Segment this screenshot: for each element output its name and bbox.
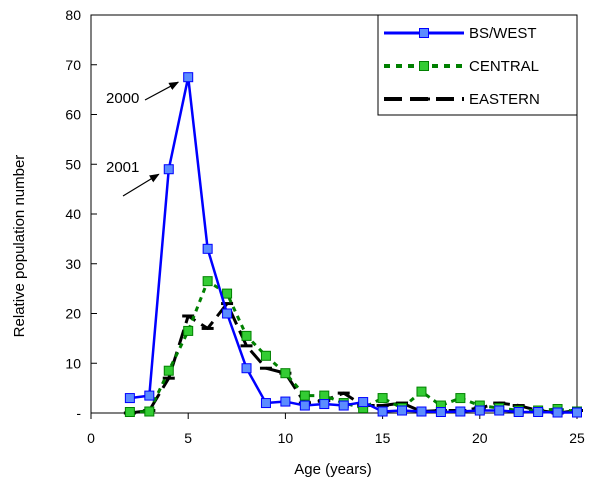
data-point [201,326,214,330]
y-tick-label: - [76,405,81,421]
y-tick-label: 10 [65,355,81,371]
legend: BS/WEST CENTRAL EASTERN [377,14,578,116]
legend-label: BS/WEST [469,25,537,42]
legend-marker [418,97,430,101]
x-axis-title: Age (years) [294,461,372,478]
data-point [397,405,408,416]
data-point [533,407,544,418]
data-point [338,400,349,411]
series-line [129,279,578,414]
annotation-arrow [122,173,160,197]
data-point [162,376,175,380]
data-point [222,288,233,299]
legend-item-central: CENTRAL [384,58,539,75]
y-tick-label: 20 [65,306,81,322]
data-point [358,397,369,408]
data-point [183,325,194,336]
data-point [260,398,271,409]
data-point [416,386,427,397]
data-point [280,396,291,407]
data-point [416,406,427,417]
series-layer [123,72,583,418]
data-point [455,393,466,404]
x-tick-label: 0 [87,430,95,446]
data-point [241,363,252,374]
data-point [260,350,271,361]
data-point [202,276,213,287]
data-point [513,407,524,418]
data-point [455,406,466,417]
data-point [474,405,485,416]
data-point [163,164,174,175]
y-axis-title: Relative population number [11,155,28,338]
data-point [182,314,195,318]
y-tick-label: 80 [65,7,81,23]
data-point [222,308,233,319]
x-axis: 0 5 10 15 20 25 [87,413,585,446]
annotation-2001: 2001 [106,159,160,197]
annotation-2000: 2000 [106,81,180,107]
x-tick-label: 25 [569,430,585,446]
legend-item-eastern: EASTERN [384,91,540,108]
annotation-label: 2000 [106,90,139,107]
y-tick-label: 40 [65,206,81,222]
data-point [494,405,505,416]
legend-marker [419,61,429,71]
data-point [124,393,135,404]
data-point [163,365,174,376]
legend-marker [419,28,429,38]
data-point [377,393,388,404]
legend-item-bs-west: BS/WEST [384,25,537,42]
data-point [319,399,330,410]
x-tick-label: 5 [184,430,192,446]
y-tick-label: 30 [65,256,81,272]
data-point [259,366,272,370]
data-point [337,391,350,395]
data-point [241,330,252,341]
data-point [202,243,213,254]
y-tick-label: 60 [65,107,81,123]
data-point [183,72,194,83]
annotations: 2000 2001 [106,81,180,197]
y-axis: - 10 20 30 40 50 60 70 80 [65,7,97,421]
data-point [376,404,389,408]
legend-label: EASTERN [469,91,540,108]
data-point [377,406,388,417]
series-line [129,75,577,414]
data-point [572,407,582,418]
x-tick-label: 15 [375,430,391,446]
series-bs-west [124,72,582,418]
data-point [124,407,135,418]
annotation-label: 2001 [106,159,139,176]
data-point [299,400,310,411]
series-line [129,302,578,415]
data-point [280,368,291,379]
data-point [435,407,446,418]
data-point [221,302,234,306]
data-point [552,407,563,418]
data-point [144,406,155,417]
data-point [144,390,155,401]
x-tick-label: 10 [278,430,294,446]
series-central [124,276,582,418]
y-tick-label: 70 [65,57,81,73]
x-tick-label: 20 [472,430,488,446]
y-tick-label: 50 [65,156,81,172]
data-point [299,390,310,401]
annotation-arrow [144,81,180,101]
legend-label: CENTRAL [469,58,539,75]
data-point [319,390,330,401]
data-point [240,344,253,348]
